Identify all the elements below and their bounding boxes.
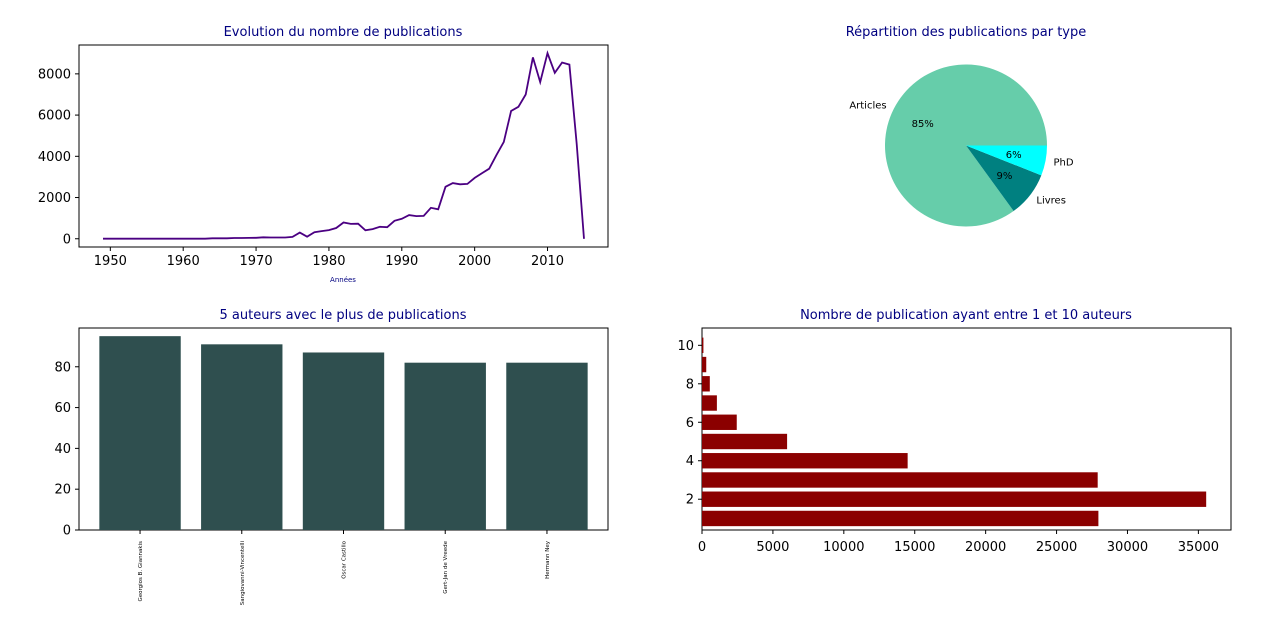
bar-chart-x-ticks: Georgios B. Giannakis Sangiovanni-Vincent… bbox=[138, 530, 551, 605]
line-chart-y-ticks: 0 2000 4000 6000 8000 bbox=[38, 67, 79, 247]
pie-slice-percent: 9% bbox=[996, 171, 1012, 182]
line-y-tick-label: 8000 bbox=[38, 67, 71, 82]
pie-slice bbox=[885, 64, 1047, 227]
pie-chart-title: Répartition des publications par type bbox=[846, 25, 1087, 40]
bar-y-tick-label: 60 bbox=[54, 401, 71, 416]
line-x-tick-label: 2000 bbox=[458, 254, 491, 269]
hbar-x-tick-label: 20000 bbox=[965, 540, 1006, 555]
bar-x-tick-label: Sangiovanni-Vincentelli bbox=[240, 541, 246, 606]
line-y-tick-label: 2000 bbox=[38, 191, 71, 206]
line-chart-x-label: Années bbox=[330, 276, 356, 284]
pie-chart-labels: Articles 85% Livres 9% PhD 6% bbox=[849, 101, 1074, 207]
pie-chart-panel: Répartition des publications par type Ar… bbox=[846, 25, 1087, 227]
hbar bbox=[702, 510, 1099, 527]
bar-y-tick-label: 0 bbox=[63, 524, 71, 539]
line-chart-x-ticks: 1950 1960 1970 1980 1990 2000 2010 bbox=[94, 247, 564, 269]
line-chart-title: Evolution du nombre de publications bbox=[224, 25, 463, 40]
line-x-tick-label: 1980 bbox=[312, 254, 345, 269]
hbar-chart-bars bbox=[702, 337, 1207, 527]
hbar-y-tick-label: 2 bbox=[686, 493, 694, 508]
hbar bbox=[702, 433, 788, 450]
pie-chart-slices bbox=[885, 64, 1047, 227]
hbar-chart-title: Nombre de publication ayant entre 1 et 1… bbox=[800, 308, 1132, 323]
bar bbox=[302, 352, 385, 530]
bar-chart-title: 5 auteurs avec le plus de publications bbox=[219, 308, 466, 323]
hbar-y-tick-label: 8 bbox=[686, 377, 694, 392]
hbar bbox=[702, 337, 704, 354]
bar bbox=[201, 344, 283, 530]
hbar-x-tick-label: 0 bbox=[698, 540, 706, 555]
hbar-x-tick-label: 15000 bbox=[894, 540, 935, 555]
line-chart-axes bbox=[78, 44, 609, 248]
pie-slice-label: PhD bbox=[1054, 158, 1074, 169]
pie-slice bbox=[966, 145, 1042, 212]
hbar bbox=[702, 472, 1098, 488]
line-y-tick-label: 6000 bbox=[38, 109, 71, 124]
hbar-x-tick-label: 30000 bbox=[1107, 540, 1148, 555]
bar-y-tick-label: 40 bbox=[54, 442, 71, 457]
bar-chart-bars bbox=[99, 336, 588, 530]
line-y-tick-label: 0 bbox=[63, 232, 71, 247]
line-series-path bbox=[103, 50, 585, 240]
bar-chart-panel: 5 auteurs avec le plus de publications 0… bbox=[54, 308, 609, 605]
hbar bbox=[702, 376, 710, 392]
hbar-x-tick-label: 25000 bbox=[1036, 540, 1077, 555]
bar bbox=[506, 362, 588, 530]
line-x-tick-label: 1970 bbox=[240, 254, 273, 269]
line-y-tick-label: 4000 bbox=[38, 150, 71, 165]
bar-x-tick-label: Gert-Jan de Vreede bbox=[443, 540, 449, 593]
hbar-x-tick-label: 35000 bbox=[1178, 540, 1219, 555]
bar-y-tick-label: 80 bbox=[54, 360, 71, 375]
hbar bbox=[702, 491, 1207, 507]
pie-slice bbox=[966, 145, 1047, 176]
hbar-y-tick-label: 4 bbox=[686, 454, 694, 469]
hbar-chart-y-ticks: 2 4 6 8 10 bbox=[677, 339, 702, 508]
pie-slice-label: Livres bbox=[1036, 196, 1066, 207]
bar-x-tick-label: Georgios B. Giannakis bbox=[138, 541, 144, 602]
pie-slice-label: Articles bbox=[849, 101, 886, 112]
hbar-x-tick-label: 10000 bbox=[823, 540, 864, 555]
hbar-y-tick-label: 10 bbox=[677, 339, 694, 354]
hbar bbox=[702, 453, 908, 469]
hbar bbox=[702, 414, 737, 430]
bar-x-tick-label: Oscar Castillo bbox=[342, 540, 348, 578]
hbar-chart-panel: Nombre de publication ayant entre 1 et 1… bbox=[677, 308, 1232, 555]
hbar-chart-x-ticks: 0 5000 10000 15000 20000 25000 30000 35000 bbox=[698, 530, 1219, 555]
hbar bbox=[702, 395, 717, 411]
line-x-tick-label: 2010 bbox=[531, 254, 564, 269]
line-chart-series bbox=[103, 50, 585, 240]
line-x-tick-label: 1990 bbox=[385, 254, 418, 269]
hbar bbox=[702, 356, 707, 373]
line-x-tick-label: 1950 bbox=[94, 254, 127, 269]
line-x-tick-label: 1960 bbox=[167, 254, 200, 269]
line-chart-panel: Evolution du nombre de publications 1950… bbox=[38, 25, 609, 284]
hbar-y-tick-label: 6 bbox=[686, 416, 694, 431]
bar-y-tick-label: 20 bbox=[54, 483, 71, 498]
bar-x-tick-label: Hermann Ney bbox=[545, 540, 551, 579]
bar bbox=[99, 336, 181, 530]
pie-slice-percent: 6% bbox=[1006, 150, 1022, 161]
bar-chart-y-ticks: 0 20 40 60 80 bbox=[54, 360, 79, 539]
pie-slice-percent: 85% bbox=[912, 119, 934, 130]
hbar-x-tick-label: 5000 bbox=[756, 540, 789, 555]
bar bbox=[404, 362, 486, 530]
